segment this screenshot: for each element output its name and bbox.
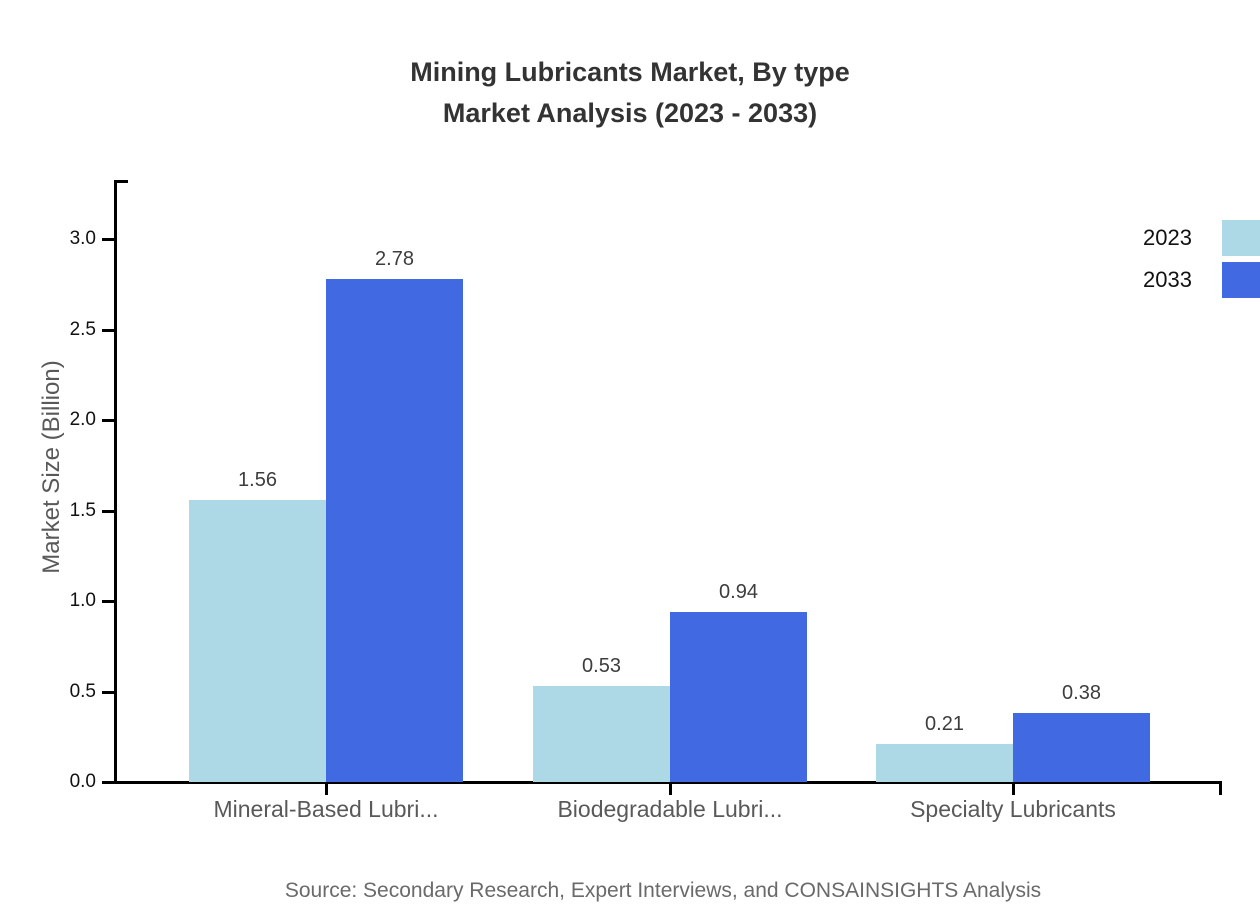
bar-value-label: 0.94 — [719, 581, 758, 603]
y-tick-label: 0.0 — [69, 771, 96, 792]
y-tick — [102, 328, 116, 332]
y-tick — [102, 781, 116, 784]
bar-2023-Biodegradable Lubri... — [533, 686, 670, 782]
category-label: Mineral-Based Lubri... — [213, 796, 439, 822]
bar-2033-Mineral-Based Lubri... — [326, 279, 463, 782]
legend-swatch-2023 — [1222, 220, 1260, 256]
chart-title-line2: Market Analysis (2023 - 2033) — [442, 98, 818, 128]
bar-value-label: 2.78 — [375, 248, 414, 270]
category-label: Specialty Lubricants — [910, 796, 1116, 822]
chart-title-line1: Mining Lubricants Market, By type — [410, 57, 850, 87]
chart-title: Mining Lubricants Market, By type Market… — [0, 52, 1260, 134]
source-attribution: Source: Secondary Research, Expert Inter… — [284, 879, 1042, 902]
y-axis-top-cap — [114, 180, 128, 183]
x-axis-line — [114, 781, 1222, 784]
bar-value-label: 0.38 — [1062, 682, 1101, 704]
y-tick — [102, 419, 116, 422]
bar-value-label: 1.56 — [238, 469, 277, 491]
y-tick-label: 0.5 — [69, 680, 96, 702]
bar-2033-Specialty Lubricants — [1013, 713, 1150, 782]
category-label: Biodegradable Lubri... — [557, 796, 783, 822]
y-tick-label: 2.5 — [69, 318, 96, 340]
y-tick — [102, 509, 116, 513]
y-tick — [102, 690, 116, 694]
legend-item-2023: 2023 — [1143, 220, 1260, 256]
y-axis-line — [114, 180, 117, 784]
y-tick-label: 3.0 — [69, 228, 96, 249]
bar-value-label: 0.21 — [925, 713, 964, 735]
bar-2033-Biodegradable Lubri... — [670, 612, 807, 782]
x-tick — [325, 784, 328, 795]
bar-2023-Specialty Lubricants — [876, 744, 1013, 782]
y-tick — [102, 600, 116, 603]
bar-value-label: 0.53 — [582, 655, 621, 677]
y-tick-label: 1.0 — [69, 590, 96, 611]
legend-swatch-2033 — [1222, 262, 1260, 298]
y-tick-label: 1.5 — [69, 499, 96, 521]
x-axis-end-tick — [1219, 784, 1222, 795]
x-tick — [1012, 784, 1015, 795]
legend-label-2033: 2033 — [1143, 267, 1192, 292]
y-tick — [102, 238, 116, 241]
x-tick — [669, 784, 672, 795]
y-axis-label: Market Size (Billion) — [38, 360, 65, 574]
y-tick-label: 2.0 — [69, 409, 96, 430]
legend-item-2033: 2033 — [1143, 262, 1260, 298]
bar-2023-Mineral-Based Lubri... — [189, 500, 326, 782]
legend-label-2023: 2023 — [1143, 225, 1192, 250]
legend: 2023 2033 — [1143, 220, 1260, 298]
